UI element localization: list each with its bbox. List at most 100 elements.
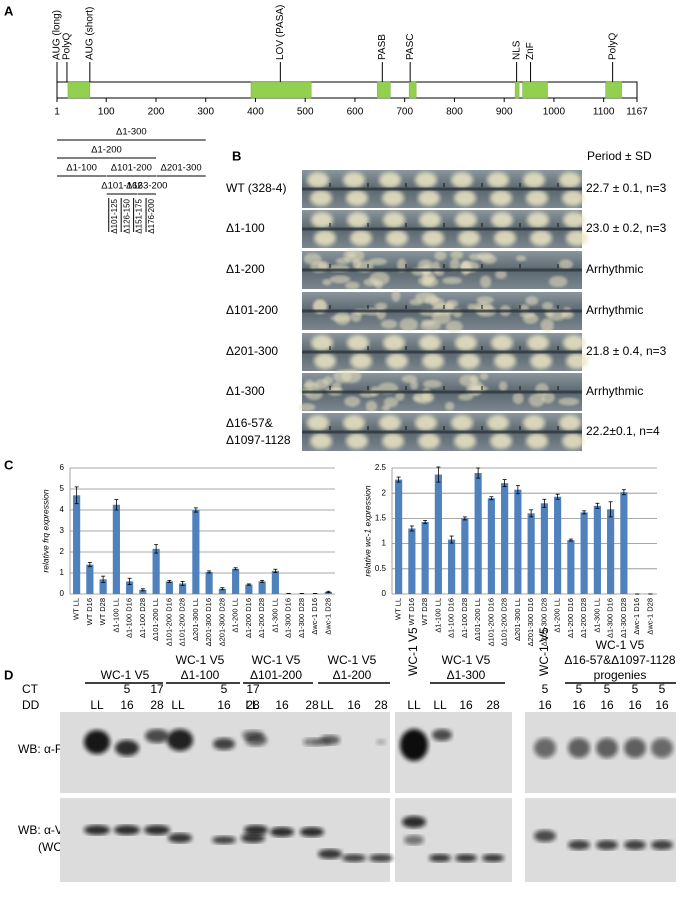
decoration <box>336 258 350 265</box>
strain-label: Δ1-100 <box>226 221 265 235</box>
group-title: WC-1 V5 <box>406 627 420 676</box>
decoration <box>624 840 646 850</box>
decoration <box>245 734 267 746</box>
decoration <box>347 252 356 258</box>
bar <box>567 540 574 594</box>
y-tick-label: 3 <box>60 526 65 535</box>
deletion-label: Δ101-125 <box>110 198 119 233</box>
decoration <box>404 835 424 845</box>
decoration <box>534 830 556 842</box>
feature-label: NLS <box>511 40 522 60</box>
x-tick-label: Δ101-200 D28 <box>500 598 509 646</box>
decoration <box>423 380 442 388</box>
decoration <box>382 190 404 206</box>
decoration <box>458 353 480 369</box>
row-label: CT <box>22 682 39 696</box>
x-tick-label: Δ201-300 D16 <box>204 598 213 646</box>
deletion-label: Δ151-175 <box>135 198 144 233</box>
group-title: Δ1-300 <box>447 668 486 682</box>
x-tick-label: WT LL <box>394 598 403 620</box>
x-tick-label: Δ101-200 LL <box>151 598 160 641</box>
decoration <box>480 276 491 289</box>
decoration <box>490 433 512 449</box>
decoration <box>415 172 437 188</box>
domain-box <box>251 82 311 98</box>
race-tube-image <box>302 170 584 208</box>
dd-label: LL <box>320 698 334 712</box>
x-tick-label: Δ1-200 D16 <box>566 598 575 638</box>
ct-label: 17 <box>246 682 260 696</box>
x-tick-label: Δ201-300 D16 <box>526 598 535 646</box>
decoration <box>568 738 590 758</box>
bar <box>206 572 213 594</box>
group-title: progenies <box>594 668 647 682</box>
group-title: WC-1 V5 <box>442 653 491 667</box>
decoration <box>399 318 418 331</box>
dd-label: 16 <box>538 698 552 712</box>
decoration <box>346 433 368 449</box>
decoration <box>307 415 329 431</box>
period-value: 22.7 ± 0.1, n=3 <box>586 181 667 195</box>
decoration <box>476 296 493 303</box>
x-tick-label: Δ1-300 LL <box>592 598 601 633</box>
decoration <box>451 172 473 188</box>
ct-label: 17 <box>150 682 164 696</box>
decoration <box>310 190 332 206</box>
group-title: WC-1 V5 <box>252 653 301 667</box>
decoration <box>651 738 673 758</box>
decoration <box>624 738 646 758</box>
decoration <box>481 254 497 264</box>
decoration <box>568 840 590 850</box>
feature-label: PolyQ <box>607 33 618 60</box>
y-tick-label: 1 <box>60 568 65 577</box>
bar <box>259 581 266 594</box>
deletion-label: Δ1-200 <box>91 145 122 156</box>
decoration <box>386 230 408 246</box>
decoration <box>322 279 331 286</box>
decoration <box>446 320 463 333</box>
x-tick-label: Δ101-200 D16 <box>486 598 495 646</box>
y-tick-label: 1 <box>382 539 387 548</box>
decoration <box>302 228 582 231</box>
bar <box>395 480 402 594</box>
panel-label: D <box>4 667 13 682</box>
decoration <box>115 740 139 756</box>
decoration <box>346 190 368 206</box>
dd-label: 28 <box>374 698 388 712</box>
x-tick-label: Δ1-200 D28 <box>579 598 588 638</box>
x-tick-label: Δ201-300 D28 <box>217 598 226 646</box>
bar <box>541 503 548 594</box>
decoration <box>596 738 618 758</box>
group-title: Δ1-200 <box>333 668 372 682</box>
bar <box>620 492 627 594</box>
decoration <box>442 277 462 284</box>
decoration <box>305 388 323 400</box>
x-tick-label: Δ1-200 LL <box>553 598 562 633</box>
decoration <box>491 212 513 228</box>
group-title: Δ1-100 <box>181 668 220 682</box>
decoration <box>114 825 140 835</box>
decoration <box>487 172 509 188</box>
x-tick-label: Δ1-100 D28 <box>460 598 469 638</box>
decoration <box>513 392 524 404</box>
period-value: 21.8 ± 0.4, n=3 <box>586 344 667 358</box>
race-tube-image <box>302 210 588 248</box>
dd-label: 28 <box>486 698 500 712</box>
decoration <box>383 335 405 351</box>
decoration <box>455 335 477 351</box>
decoration <box>310 433 332 449</box>
decoration <box>383 212 405 228</box>
decoration <box>482 854 504 862</box>
x-tick-label: 1000 <box>543 107 566 118</box>
domain-box <box>523 82 548 98</box>
deletion-label: Δ163-200 <box>126 181 167 192</box>
race-tube-image <box>302 290 582 333</box>
bar <box>422 522 429 594</box>
decoration <box>302 269 582 272</box>
bar <box>73 495 80 594</box>
bar <box>86 565 93 594</box>
decoration <box>345 282 359 290</box>
bar <box>232 569 239 594</box>
decoration <box>429 854 451 862</box>
decoration <box>391 290 400 302</box>
